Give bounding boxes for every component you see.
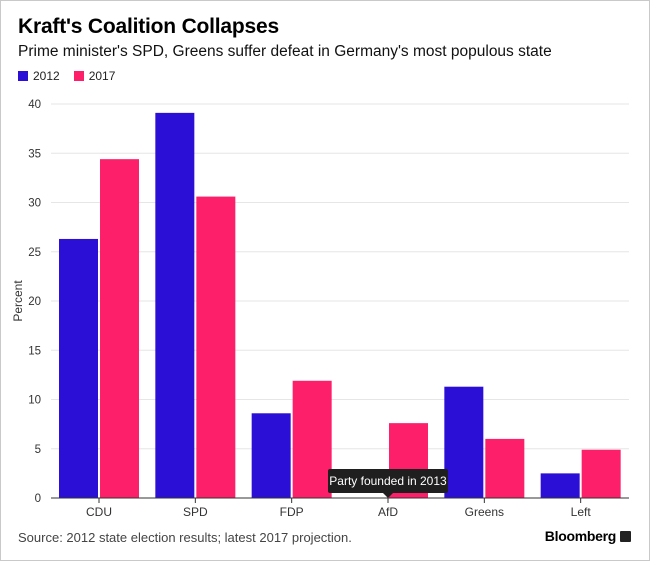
legend-swatch-2012	[18, 71, 28, 81]
y-tick-label-15: 15	[28, 345, 41, 357]
y-tick-label-30: 30	[28, 198, 41, 210]
x-tick-label-fdp: FDP	[280, 505, 304, 519]
annotation-box	[328, 469, 448, 493]
brand-logo: Bloomberg	[545, 528, 631, 544]
bar-fdp-2017	[292, 380, 332, 498]
x-tick-label-afd: AfD	[378, 505, 398, 519]
bar-spd-2012	[155, 112, 195, 499]
bar-chart: 0 5 10 15 20 25 30 35 40 Percent CDU SPD FDP AfD Green…	[11, 99, 629, 519]
y-tick-label-25: 25	[28, 247, 41, 259]
brand-mark-icon	[620, 530, 631, 542]
bar-left-2017	[581, 449, 621, 498]
brand-name: Bloomberg	[544, 528, 617, 544]
y-tick-label-35: 35	[28, 148, 41, 160]
x-tick-label-left: Left	[571, 505, 592, 519]
chart-title: Kraft's Coalition Collapses	[18, 15, 279, 38]
bar-cdu-2012	[59, 238, 98, 498]
legend-item-2017: 2017	[73, 69, 116, 83]
legend-item-2012: 2012	[18, 69, 60, 83]
y-tick-label-40: 40	[28, 99, 41, 111]
x-tick-label-greens: Greens	[465, 505, 504, 519]
bar-left-2012	[540, 473, 580, 498]
bar-greens-2012	[444, 386, 484, 498]
legend-swatch-2017	[73, 71, 84, 81]
y-axis-label: Percent	[11, 280, 25, 322]
bar-fdp-2012	[251, 413, 291, 498]
chart-subtitle: Prime minister's SPD, Greens suffer defe…	[18, 43, 552, 60]
legend-label-2017: 2017	[88, 69, 116, 83]
y-tick-label-5: 5	[35, 444, 41, 456]
bar-greens-2017	[485, 438, 525, 498]
x-tick-label-cdu: CDU	[86, 505, 112, 519]
y-tick-label-10: 10	[28, 395, 41, 407]
bar-spd-2017	[196, 196, 236, 498]
legend-label-2012: 2012	[33, 69, 60, 83]
legend: 2012 2017	[18, 69, 129, 83]
bar-cdu-2017	[100, 159, 139, 498]
source-note: Source: 2012 state election results; lat…	[18, 530, 352, 545]
y-tick-label-20: 20	[28, 296, 41, 308]
y-tick-label-0: 0	[35, 493, 41, 505]
annotation-text: Party founded in 2013	[329, 474, 447, 488]
x-tick-label-spd: SPD	[183, 505, 208, 519]
annotation-pointer	[383, 493, 393, 498]
